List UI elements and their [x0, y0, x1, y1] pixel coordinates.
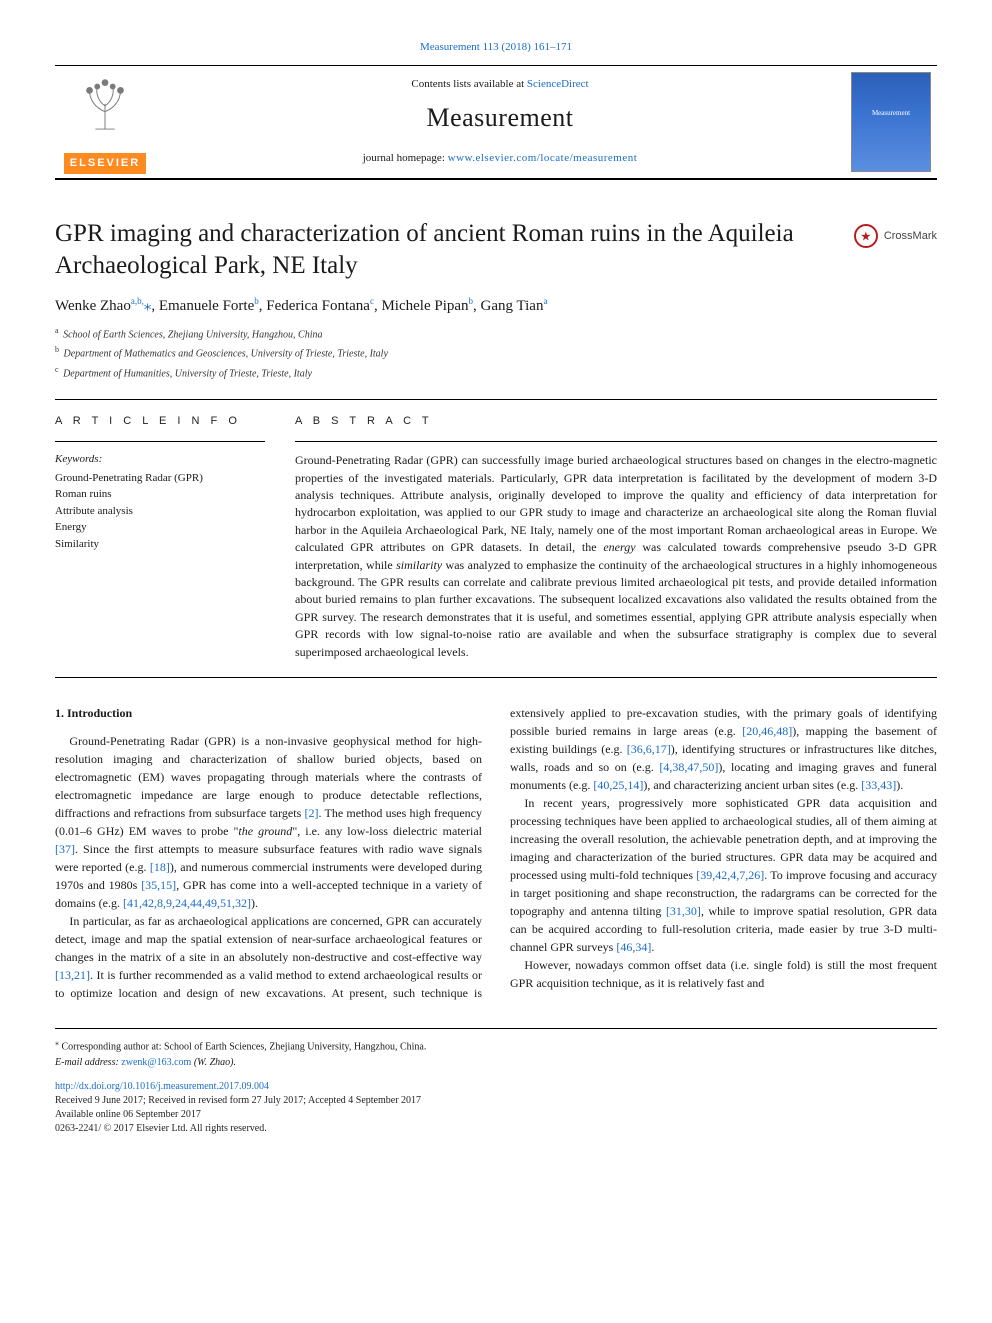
ref-link[interactable]: [40,25,14] — [593, 778, 643, 792]
rule-below-abstract — [55, 677, 937, 678]
running-citation: Measurement 113 (2018) 161–171 — [55, 40, 937, 55]
section-heading-intro: 1. Introduction — [55, 704, 482, 722]
abstract-text: Ground-Penetrating Radar (GPR) can succe… — [295, 452, 937, 661]
affiliation-item: c Department of Humanities, University o… — [55, 364, 937, 381]
citation-link[interactable]: Measurement 113 (2018) 161–171 — [420, 41, 572, 53]
journal-homepage-link[interactable]: www.elsevier.com/locate/measurement — [448, 152, 638, 164]
ref-link[interactable]: [46,34] — [616, 940, 651, 954]
keywords-label: Keywords: — [55, 452, 265, 467]
abstract-heading: A B S T R A C T — [295, 414, 937, 429]
history-received: Received 9 June 2017; Received in revise… — [55, 1094, 937, 1108]
ref-link[interactable]: [41,42,8,9,24,44,49,51,32] — [123, 896, 251, 910]
abstract-rule — [295, 441, 937, 442]
rule-above-info — [55, 399, 937, 400]
journal-masthead: ELSEVIER Contents lists available at Sci… — [55, 65, 937, 180]
corr-email-line: E-mail address: zwenk@163.com (W. Zhao). — [55, 1056, 937, 1070]
affiliations: a School of Earth Sciences, Zhejiang Uni… — [55, 325, 937, 381]
cover-thumbnail-block: Measurement — [845, 66, 937, 178]
affiliation-item: a School of Earth Sciences, Zhejiang Uni… — [55, 325, 937, 342]
corresponding-author: ⁎ Corresponding author at: School of Ear… — [55, 1037, 937, 1054]
sciencedirect-link[interactable]: ScienceDirect — [527, 78, 589, 90]
history-online: Available online 06 September 2017 — [55, 1108, 937, 1122]
elsevier-tree-icon — [75, 72, 135, 132]
crossmark-label: CrossMark — [884, 229, 937, 244]
article-info-heading: A R T I C L E I N F O — [55, 414, 265, 429]
ref-link[interactable]: [2] — [304, 806, 318, 820]
affiliation-item: b Department of Mathematics and Geoscien… — [55, 344, 937, 361]
masthead-center: Contents lists available at ScienceDirec… — [155, 66, 845, 178]
publisher-wordmark: ELSEVIER — [64, 153, 146, 174]
ref-link[interactable]: [39,42,4,7,26] — [696, 868, 764, 882]
contents-line: Contents lists available at ScienceDirec… — [165, 77, 835, 92]
cover-title-text: Measurement — [852, 109, 930, 119]
keyword-item: Energy — [55, 519, 265, 536]
body-para-1: Ground-Penetrating Radar (GPR) is a non-… — [55, 732, 482, 912]
crossmark-icon — [854, 224, 878, 248]
article-info-column: A R T I C L E I N F O Keywords: Ground-P… — [55, 414, 265, 661]
body-para-3: In recent years, progressively more soph… — [510, 794, 937, 956]
footer-block: ⁎ Corresponding author at: School of Ear… — [55, 1028, 937, 1136]
ref-link[interactable]: [13,21] — [55, 968, 90, 982]
ref-link[interactable]: [33,43] — [861, 778, 896, 792]
journal-title: Measurement — [165, 100, 835, 136]
ref-link[interactable]: [18] — [150, 860, 170, 874]
ref-link[interactable]: [20,46,48] — [742, 724, 792, 738]
keywords-list: Ground-Penetrating Radar (GPR)Roman ruin… — [55, 470, 265, 553]
keyword-item: Ground-Penetrating Radar (GPR) — [55, 470, 265, 487]
info-abstract-row: A R T I C L E I N F O Keywords: Ground-P… — [55, 414, 937, 661]
info-rule — [55, 441, 265, 442]
abstract-column: A B S T R A C T Ground-Penetrating Radar… — [295, 414, 937, 661]
ref-link[interactable]: [4,38,47,50] — [659, 760, 718, 774]
ref-link[interactable]: [31,30] — [666, 904, 701, 918]
doi-line: http://dx.doi.org/10.1016/j.measurement.… — [55, 1080, 937, 1094]
page: Measurement 113 (2018) 161–171 — [0, 0, 992, 1166]
article-history: Received 9 June 2017; Received in revise… — [55, 1094, 937, 1136]
ref-link[interactable]: [37] — [55, 842, 75, 856]
body-two-column: 1. Introduction Ground-Penetrating Radar… — [55, 704, 937, 1002]
homepage-line: journal homepage: www.elsevier.com/locat… — [165, 151, 835, 166]
keyword-item: Roman ruins — [55, 486, 265, 503]
corr-email-link[interactable]: zwenk@163.com — [121, 1057, 191, 1068]
ref-link[interactable]: [35,15] — [141, 878, 176, 892]
crossmark-badge[interactable]: CrossMark — [854, 224, 937, 248]
ref-link[interactable]: [36,6,17] — [627, 742, 671, 756]
contents-prefix: Contents lists available at — [411, 78, 526, 90]
keyword-item: Attribute analysis — [55, 503, 265, 520]
article-header: GPR imaging and characterization of anci… — [55, 218, 937, 380]
copyright-line: 0263-2241/ © 2017 Elsevier Ltd. All righ… — [55, 1122, 937, 1136]
body-para-4: However, nowadays common offset data (i.… — [510, 956, 937, 992]
doi-link[interactable]: http://dx.doi.org/10.1016/j.measurement.… — [55, 1081, 269, 1092]
keyword-item: Similarity — [55, 536, 265, 553]
author-list: Wenke Zhaoa,b,⁎, Emanuele Forteb, Federi… — [55, 295, 937, 317]
article-title: GPR imaging and characterization of anci… — [55, 218, 836, 281]
homepage-prefix: journal homepage: — [363, 152, 448, 164]
journal-cover-thumbnail: Measurement — [851, 72, 931, 172]
publisher-block: ELSEVIER — [55, 66, 155, 178]
